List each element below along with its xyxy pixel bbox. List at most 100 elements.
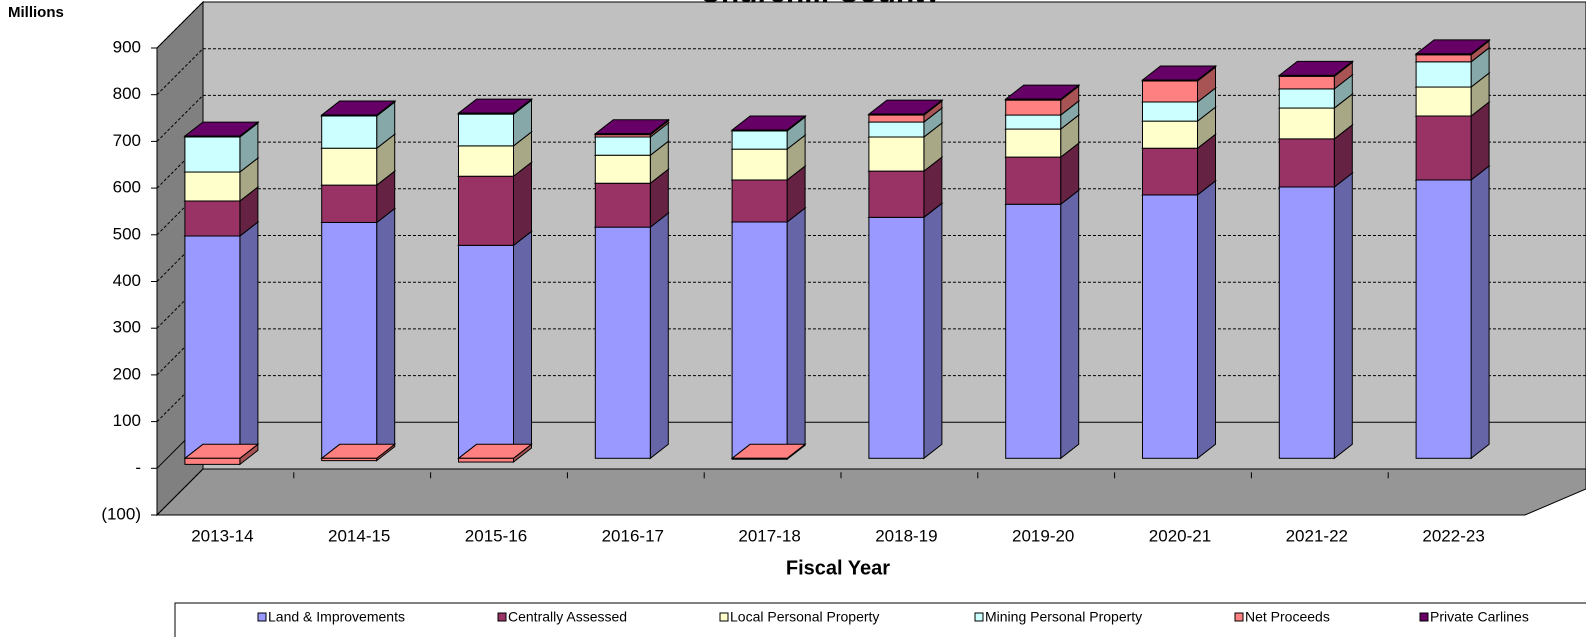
x-tick-label: 2017-18 bbox=[738, 526, 800, 545]
bar-front bbox=[868, 216, 925, 459]
bar-front bbox=[1278, 74, 1335, 77]
legend-label: Land & Improvements bbox=[268, 609, 405, 625]
y-tick-label: 500 bbox=[113, 224, 141, 243]
y-tick-label: 600 bbox=[113, 178, 141, 197]
bar-front bbox=[868, 136, 925, 172]
bar-front bbox=[321, 114, 378, 117]
x-tick-label: 2015-16 bbox=[465, 526, 527, 545]
bar-front bbox=[731, 148, 788, 181]
bar-front bbox=[1415, 61, 1472, 88]
bar-segment bbox=[320, 207, 397, 460]
bar-front bbox=[594, 136, 651, 156]
bar-front bbox=[184, 235, 241, 459]
bar-segment bbox=[1141, 65, 1217, 82]
bar-segment bbox=[730, 443, 807, 461]
x-tick-label: 2016-17 bbox=[602, 526, 664, 545]
bar-front bbox=[731, 457, 788, 460]
y-tick-label: 300 bbox=[113, 318, 141, 337]
bar-front bbox=[184, 171, 241, 202]
y-tick-label: 900 bbox=[113, 37, 141, 56]
bar-front bbox=[458, 113, 514, 147]
bar-side bbox=[1197, 179, 1216, 460]
bar-front bbox=[1005, 128, 1062, 158]
x-tick-label: 2018-19 bbox=[875, 526, 937, 545]
x-tick-label: 2021-22 bbox=[1286, 526, 1348, 545]
bar-side bbox=[1470, 164, 1490, 460]
legend-label: Local Personal Property bbox=[730, 609, 879, 625]
bar-front bbox=[731, 130, 788, 150]
bar-side bbox=[923, 202, 943, 460]
bar-front bbox=[1142, 194, 1198, 459]
bar-front bbox=[1415, 179, 1472, 459]
bar-segment bbox=[457, 98, 533, 116]
bar-front bbox=[458, 244, 514, 459]
y-tick-label: - bbox=[135, 458, 141, 477]
bar-front bbox=[594, 182, 651, 228]
y-axis-label: Millions bbox=[8, 4, 64, 21]
bar-side bbox=[513, 230, 532, 460]
bar-segment bbox=[1414, 164, 1491, 460]
grid-line bbox=[156, 94, 1586, 142]
bar-front bbox=[868, 121, 925, 138]
bar-front bbox=[458, 112, 514, 115]
y-tick-label: 400 bbox=[113, 271, 141, 290]
x-tick-label: 2022-23 bbox=[1422, 526, 1484, 545]
bar-segment bbox=[1141, 179, 1217, 460]
bar-front bbox=[184, 200, 241, 237]
bar-front bbox=[321, 457, 378, 462]
legend-swatch bbox=[497, 612, 507, 622]
bar-front bbox=[1005, 98, 1062, 101]
bar-front bbox=[731, 129, 788, 132]
bar-front bbox=[458, 457, 514, 463]
grid-line bbox=[156, 48, 1586, 96]
bar-segment bbox=[183, 220, 260, 460]
y-tick-label: 700 bbox=[113, 131, 141, 150]
bar-front bbox=[184, 135, 241, 138]
bar-side bbox=[649, 212, 669, 460]
bar-segment bbox=[867, 99, 944, 117]
legend-swatch bbox=[1234, 612, 1244, 622]
legend-label: Centrally Assessed bbox=[508, 609, 627, 625]
bar-front bbox=[1142, 147, 1198, 196]
bar-front bbox=[1142, 79, 1198, 82]
bar-front bbox=[1142, 120, 1198, 149]
bar-side bbox=[786, 206, 806, 460]
bar-front bbox=[1005, 114, 1062, 130]
bar-front bbox=[1415, 115, 1472, 181]
bar-front bbox=[1278, 138, 1335, 188]
bar-segment bbox=[1277, 171, 1354, 460]
grid-line bbox=[156, 468, 1586, 516]
bar-front bbox=[731, 179, 788, 223]
y-tick-label: 200 bbox=[113, 364, 141, 383]
legend-label: Private Carlines bbox=[1430, 609, 1529, 625]
x-tick-label: 2014-15 bbox=[328, 526, 390, 545]
legend-swatch bbox=[974, 612, 984, 622]
legend-swatch bbox=[1419, 612, 1429, 622]
bar-front bbox=[184, 457, 241, 465]
bar-front bbox=[594, 226, 651, 459]
bar-front bbox=[1278, 186, 1335, 459]
bar-segment bbox=[1004, 189, 1081, 460]
legend-swatch bbox=[719, 612, 729, 622]
bar-front bbox=[1415, 86, 1472, 117]
bar-front bbox=[321, 147, 378, 186]
bar-front bbox=[1005, 99, 1062, 116]
x-tick-label: 2019-20 bbox=[1012, 526, 1074, 545]
y-tick-label: 100 bbox=[113, 411, 141, 430]
bar-front bbox=[1278, 88, 1335, 109]
x-tick-label: 2013-14 bbox=[191, 526, 253, 545]
bar-front bbox=[594, 154, 651, 184]
legend-label: Net Proceeds bbox=[1245, 609, 1330, 625]
bar-front bbox=[1005, 156, 1062, 205]
y-tick-label: (100) bbox=[101, 504, 141, 523]
legend-label: Mining Personal Property bbox=[985, 609, 1142, 625]
bar-front bbox=[1278, 107, 1335, 140]
x-axis-label: Fiscal Year bbox=[786, 557, 890, 579]
bar-front bbox=[1415, 53, 1472, 56]
bar-front bbox=[321, 184, 378, 223]
bar-segment bbox=[457, 230, 533, 460]
bar-segment bbox=[183, 443, 260, 466]
bar-side bbox=[376, 207, 396, 460]
bar-front bbox=[1415, 54, 1472, 63]
bar-front bbox=[868, 114, 925, 123]
